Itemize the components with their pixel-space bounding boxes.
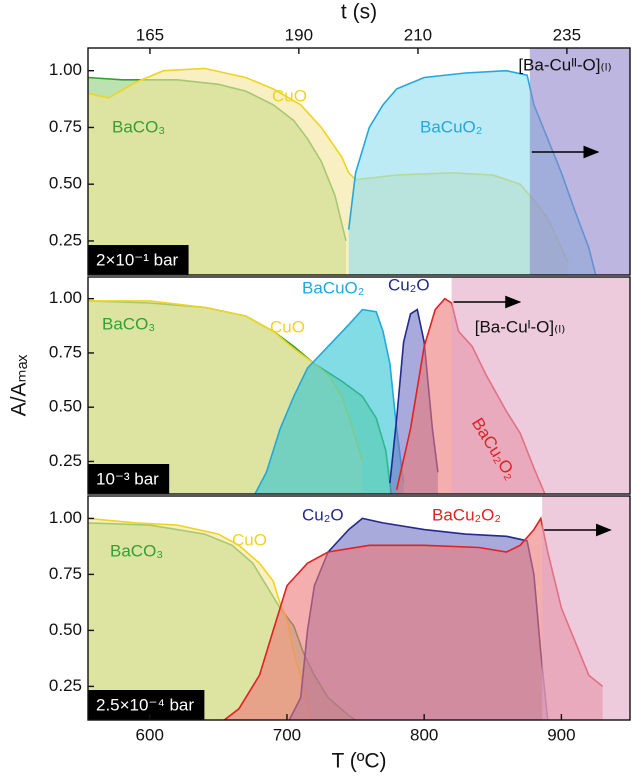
series-label: BaCu₂O₂	[432, 505, 501, 524]
y-tick-label: 0.25	[49, 230, 82, 249]
y-tick-label: 1.00	[49, 60, 82, 79]
liquid-region	[529, 48, 630, 275]
series-label: CuO	[232, 530, 267, 549]
x2-tick-label: 190	[285, 25, 313, 44]
x2-tick-label: 210	[404, 25, 432, 44]
y-tick-label: 0.50	[49, 620, 82, 639]
y-tick-label: 0.25	[49, 676, 82, 695]
area-fill	[88, 518, 312, 720]
x-tick-label: 800	[410, 725, 438, 744]
series-label: BaCO₃	[112, 117, 165, 136]
x-tick-label: 900	[547, 725, 575, 744]
panel-frame	[87, 276, 631, 495]
y-tick-label: 1.00	[49, 288, 82, 307]
panel	[88, 496, 630, 720]
y-axis-title: A/Aₘₐₓ	[8, 355, 31, 417]
series-label: Cu₂O	[302, 505, 344, 524]
x2-tick-label: 235	[553, 25, 581, 44]
y-tick-label: 0.25	[49, 451, 82, 470]
panel-frame	[87, 47, 631, 276]
pressure-label: 2.5×10⁻⁴ bar	[96, 695, 194, 714]
area-fill	[218, 518, 603, 720]
series-label: BaCO₃	[102, 314, 155, 333]
series-label: CuO	[270, 317, 305, 336]
panel	[88, 277, 630, 494]
x2-axis-title: t (s)	[341, 1, 377, 24]
x2-tick-label: 165	[136, 25, 164, 44]
pressure-box	[88, 464, 170, 494]
y-tick-label: 1.00	[49, 508, 82, 527]
region-label: [Ba-Cuᴵ-O]₍ₗ₎	[475, 317, 566, 336]
y-tick-label: 0.75	[49, 564, 82, 583]
area-fill	[252, 309, 404, 494]
y-tick-label: 0.50	[49, 397, 82, 416]
x-axis-title: T (ºC)	[331, 750, 386, 773]
y-tick-label: 0.75	[49, 117, 82, 136]
series-label: BaCuO₂	[420, 117, 482, 136]
y-tick-label: 0.75	[49, 342, 82, 361]
pressure-label: 10⁻³ bar	[96, 469, 159, 488]
panel-frame	[87, 495, 631, 721]
x-tick-label: 600	[136, 725, 164, 744]
series-label: Cu₂O	[388, 275, 430, 294]
pressure-box	[88, 690, 205, 720]
series-label: BaCO₃	[110, 541, 163, 560]
area-line	[254, 308, 405, 494]
region-label: [Ba-Cuᴵᴵ-O]₍ₗ₎	[518, 55, 611, 74]
pressure-box	[88, 245, 189, 275]
liquid-region	[542, 496, 630, 720]
liquid-region	[451, 277, 630, 494]
series-label: CuO	[272, 86, 307, 105]
x-tick-label: 700	[273, 725, 301, 744]
series-label: BaCuO₂	[302, 278, 364, 297]
pressure-label: 2×10⁻¹ bar	[96, 250, 179, 269]
panel	[88, 48, 630, 275]
y-tick-label: 0.50	[49, 174, 82, 193]
